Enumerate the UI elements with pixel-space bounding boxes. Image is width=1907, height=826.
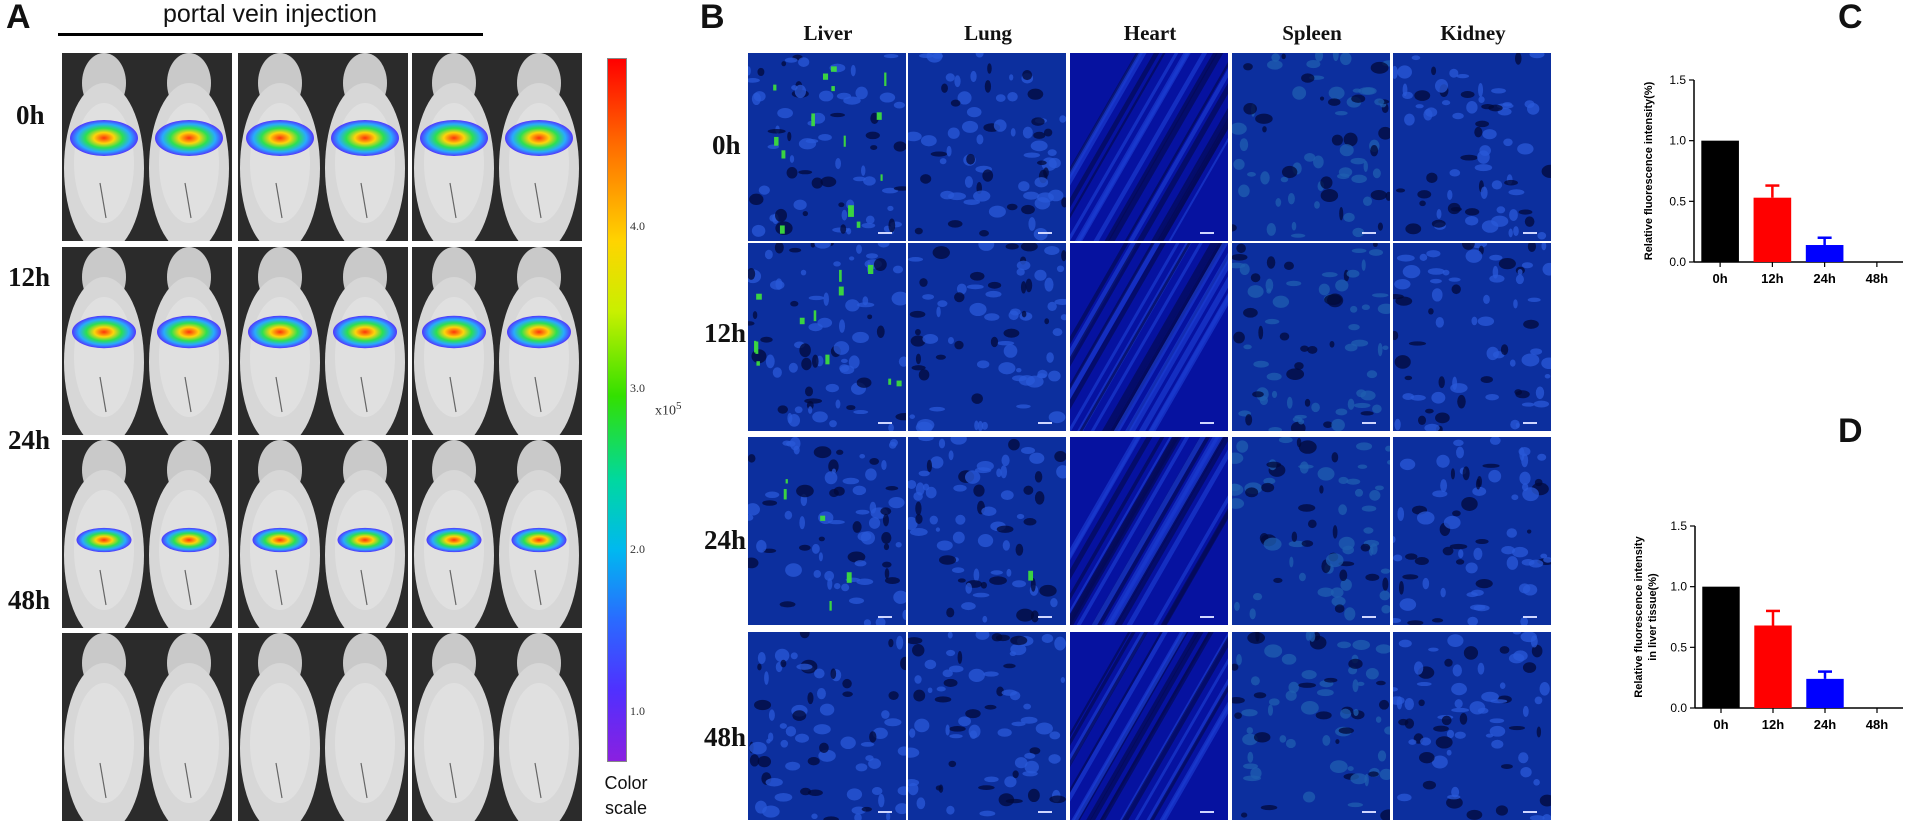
mouse-image <box>238 440 408 628</box>
panel-b-column-kidney: Kidney <box>1440 21 1506 45</box>
tissue-image <box>1232 53 1390 241</box>
x-tick-label: 24h <box>1813 271 1835 286</box>
y-tick-label: 0.0 <box>1670 701 1687 715</box>
bar-12h <box>1753 197 1792 262</box>
panel-b-column-lung: Lung <box>964 21 1012 45</box>
colorbar-tick-label: 3.0 <box>630 380 645 395</box>
tissue-image <box>1232 632 1390 820</box>
y-tick-label: 0.0 <box>1669 255 1686 269</box>
mouse-image <box>62 633 232 821</box>
mouse-image <box>238 633 408 821</box>
tissue-image <box>1393 437 1551 625</box>
x-tick-label: 0h <box>1713 717 1728 732</box>
y-tick-label: 1.0 <box>1670 580 1687 594</box>
tissue-image <box>1232 437 1390 625</box>
colorbar-tick-label: 4.0 <box>630 219 645 234</box>
y-tick-label: 1.5 <box>1669 73 1686 87</box>
bar-0h <box>1702 586 1740 708</box>
tissue-image <box>1393 53 1551 241</box>
y-axis-label-line-2: in liver tissue(%) <box>1647 573 1659 661</box>
bar-12h <box>1754 625 1792 708</box>
x-tick-label: 12h <box>1761 271 1783 286</box>
chart-d: 0.0 0.5 1.0 1.5 0h 12h 24h 48h Relative fluoresc… <box>1633 519 1903 732</box>
panel-b-column-heart: Heart <box>1123 21 1177 45</box>
x-tick-label: 48h <box>1866 717 1888 732</box>
tissue-image <box>908 437 1066 625</box>
panel-d-letter: D <box>1838 412 1863 450</box>
mouse-image <box>62 53 232 241</box>
colorbar-tick-label: 2.0 <box>630 542 645 557</box>
chart-c: 0.0 0.5 1.0 1.5 0h 12h 24h 48h Relative fluoresc… <box>1643 73 1903 286</box>
mouse-image <box>412 440 582 628</box>
y-axis-label: Relative fluorescence intensity(%) <box>1643 81 1655 260</box>
tissue-image <box>748 243 906 431</box>
panel-c-letter: C <box>1838 0 1863 36</box>
bar-0h <box>1701 140 1739 262</box>
panel-a-header: portal vein injection <box>162 0 377 28</box>
tissue-image <box>1393 243 1551 431</box>
y-tick-label: 1.5 <box>1670 519 1687 533</box>
panel-b-row-label-48h: 48h <box>704 722 747 752</box>
colorbar-unit: x105 <box>655 400 682 419</box>
panel-b-row-label-0h: 0h <box>712 130 741 160</box>
panel-b-column-liver: Liver <box>803 21 853 45</box>
tissue-image <box>1070 437 1228 625</box>
mouse-image <box>412 53 582 241</box>
panel-a-row-label-12h: 12h <box>8 262 51 292</box>
mouse-image <box>412 247 582 435</box>
x-tick-label: 24h <box>1814 717 1836 732</box>
panel-a-row-label-48h: 48h <box>8 585 51 615</box>
tissue-image <box>748 53 906 241</box>
tissue-image <box>908 53 1066 241</box>
tissue-image <box>908 243 1066 431</box>
panel-b-letter: B <box>700 0 725 36</box>
panel-b-row-label-12h: 12h <box>704 318 747 348</box>
tissue-image <box>1070 53 1228 241</box>
tissue-image <box>1070 243 1228 431</box>
mouse-image <box>238 53 408 241</box>
panel-a-header-rule <box>58 33 483 36</box>
x-tick-label: 12h <box>1762 717 1784 732</box>
mouse-image <box>412 633 582 821</box>
mouse-image <box>62 440 232 628</box>
y-tick-label: 1.0 <box>1669 134 1686 148</box>
x-tick-label: 48h <box>1866 271 1888 286</box>
bar-24h <box>1805 245 1844 262</box>
tissue-image <box>1232 243 1390 431</box>
y-tick-label: 0.5 <box>1669 194 1686 208</box>
tissue-image <box>1070 632 1228 820</box>
colorbar-caption-line-2: scale <box>604 798 648 818</box>
panel-b-column-spleen: Spleen <box>1282 21 1342 45</box>
panel-b-row-label-24h: 24h <box>704 525 747 555</box>
x-tick-label: 0h <box>1713 271 1728 286</box>
tissue-image <box>1393 632 1551 820</box>
colorbar <box>607 58 627 762</box>
colorbar-tick-label: 1.0 <box>630 703 645 718</box>
bar-24h <box>1806 678 1844 708</box>
panel-a-row-label-24h: 24h <box>8 425 51 455</box>
tissue-image <box>748 437 906 625</box>
panel-a-row-label-0h: 0h <box>16 100 45 130</box>
y-axis-label: Relative fluorescence intensity <box>1633 535 1645 697</box>
tissue-image <box>908 632 1066 820</box>
mouse-image <box>62 247 232 435</box>
y-tick-label: 0.5 <box>1670 640 1687 654</box>
tissue-image <box>748 632 906 820</box>
colorbar-caption-line-1: Color <box>604 773 648 793</box>
mouse-image <box>238 247 408 435</box>
panel-a-letter: A <box>6 0 31 36</box>
colorbar-caption: Color scale <box>596 771 656 821</box>
